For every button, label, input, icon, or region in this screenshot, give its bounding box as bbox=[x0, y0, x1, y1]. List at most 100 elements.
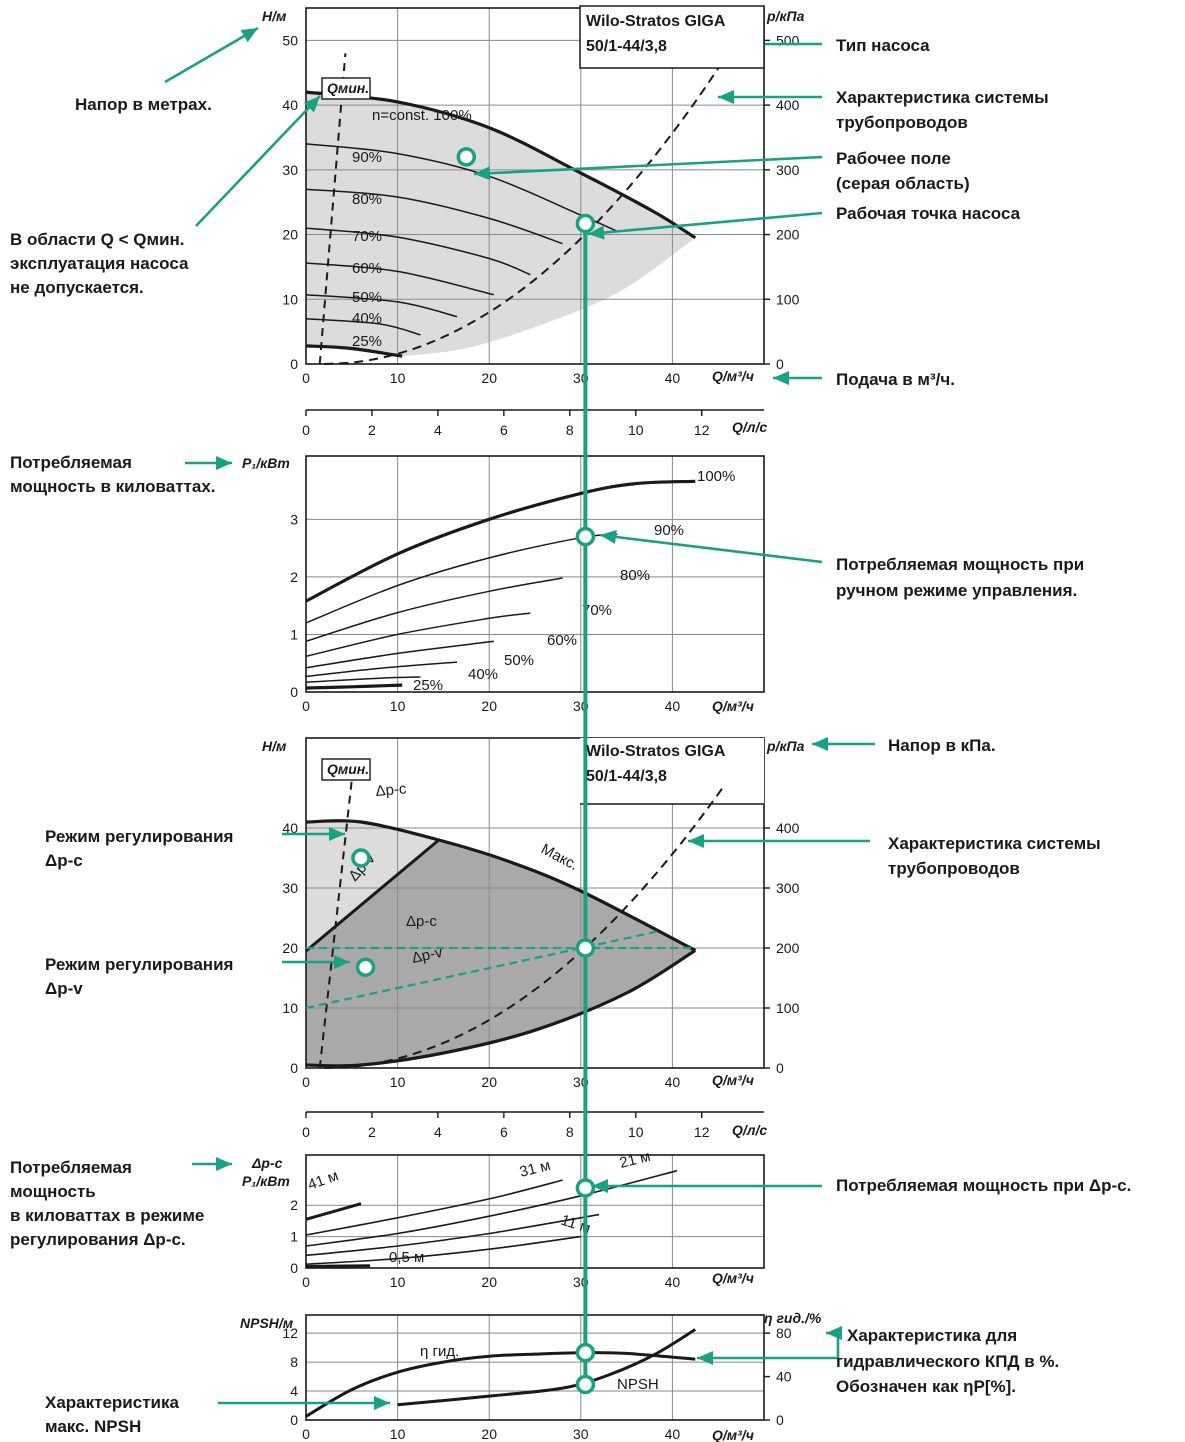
efficiency-curve bbox=[305, 1351, 696, 1418]
dpv-setpoint-line bbox=[305, 930, 659, 1010]
y-tick-label: 40 bbox=[282, 820, 298, 836]
arrow-head bbox=[773, 371, 789, 385]
dpc-power-curve-3 bbox=[305, 1169, 678, 1247]
arrow-shaft bbox=[473, 155, 823, 176]
speed-label-100pct: n=const. 100% bbox=[372, 107, 472, 124]
qmin-line-1 bbox=[318, 53, 347, 365]
arrow-sys-char-1 bbox=[718, 90, 822, 104]
x2-tick-label: 6 bbox=[500, 1124, 508, 1140]
x2-tick-label: 10 bbox=[628, 422, 644, 438]
y-tick-label: 50 bbox=[282, 32, 298, 48]
y-tick-label: 8 bbox=[290, 1354, 298, 1370]
ann-power-dpc-1: Потребляемая bbox=[10, 1158, 132, 1177]
dpc-mode-marker bbox=[351, 848, 371, 868]
x-tick-label: 0 bbox=[302, 370, 310, 386]
dpv-field-area bbox=[306, 840, 696, 1066]
x2-tick-label: 4 bbox=[434, 422, 442, 438]
y2-tick-label: 400 bbox=[776, 820, 800, 836]
ann-power-at-dpc: Потребляемая мощность при Δp-c. bbox=[836, 1176, 1131, 1195]
plot-frame bbox=[305, 7, 765, 365]
x-tick-label: 10 bbox=[390, 1426, 406, 1442]
qmin-box bbox=[321, 77, 371, 100]
ann-qmin-1: В области Q < Qмин. bbox=[10, 230, 185, 249]
work-point-marker-1 bbox=[575, 213, 596, 234]
x2-tick-label: 0 bbox=[302, 1124, 310, 1140]
y-tick-label: 20 bbox=[282, 227, 298, 243]
y2-tick-label: 100 bbox=[776, 1000, 800, 1016]
pump-type-line2-a: 50/1-44/3,8 bbox=[586, 38, 667, 55]
arrow-head bbox=[688, 834, 704, 848]
dpc-power-label-2: 31 м bbox=[518, 1157, 552, 1181]
dpv-boundary-line bbox=[305, 838, 440, 953]
power-label-90pct: 90% bbox=[654, 522, 684, 539]
y2-tick-label: 200 bbox=[776, 227, 800, 243]
max-curve bbox=[305, 819, 697, 952]
power-curve-90pct bbox=[305, 533, 618, 624]
speed-label-60pct: 60% bbox=[352, 260, 382, 277]
speed-curve-70pct bbox=[305, 227, 531, 276]
y-tick-label: 30 bbox=[282, 162, 298, 178]
work-point-marker-2 bbox=[575, 938, 596, 958]
y2-tick-label: 100 bbox=[776, 291, 800, 307]
x-tick-label: 10 bbox=[390, 698, 406, 714]
ann-qmin-3: не допускается. bbox=[10, 278, 144, 297]
p1-axis-label-2: P₁/кВт bbox=[242, 1173, 290, 1189]
speed-label-40pct: 40% bbox=[352, 310, 382, 327]
y-tick-label: 3 bbox=[290, 511, 298, 527]
y-tick-label: 0 bbox=[290, 1060, 298, 1076]
dpv-mode-marker bbox=[355, 957, 376, 977]
y-tick-label: 40 bbox=[282, 97, 298, 113]
x2-tick-label: 2 bbox=[368, 1124, 376, 1140]
power-curve-60pct bbox=[305, 640, 494, 669]
speed-label-25pct: 25% bbox=[352, 333, 382, 350]
p-kpa-axis-label-1: p/кПа bbox=[766, 8, 805, 24]
y2-tick-label: 0 bbox=[776, 1412, 784, 1428]
ann-eta-2: гидравлического КПД в %. bbox=[836, 1352, 1059, 1371]
speed-label-70pct: 70% bbox=[352, 228, 382, 245]
dpc-power-label-1: 41 м bbox=[306, 1167, 341, 1194]
working-field-marker bbox=[456, 147, 477, 167]
arrow-head bbox=[240, 28, 258, 43]
h-axis-label-1: Н/м bbox=[262, 8, 287, 24]
x-tick-label: 40 bbox=[665, 1074, 681, 1090]
power-curve-100pct bbox=[305, 479, 696, 603]
p-kpa-axis-label-2: p/кПа bbox=[766, 738, 805, 754]
ann-head-kpa: Напор в кПа. bbox=[888, 736, 996, 755]
y-tick-label: 0 bbox=[290, 1260, 298, 1276]
npsh-marker bbox=[575, 1374, 596, 1395]
x2-tick-label: 8 bbox=[566, 1124, 574, 1140]
x2-tick-label: 6 bbox=[500, 422, 508, 438]
y-tick-label: 10 bbox=[282, 1000, 298, 1016]
pump-type-box-2 bbox=[580, 738, 764, 804]
ann-mode-dpv-2: Δp-v bbox=[45, 979, 83, 998]
arrow-power-dpc bbox=[192, 1157, 232, 1171]
speed-label-50pct: 50% bbox=[352, 289, 382, 306]
power-label-100pct: 100% bbox=[697, 468, 735, 485]
power-label-80pct: 80% bbox=[620, 567, 650, 584]
speed-curve-40pct bbox=[305, 317, 421, 336]
label-dpc-top: Δp-c bbox=[375, 780, 408, 800]
x2-tick-label: 10 bbox=[628, 1124, 644, 1140]
arrow-head bbox=[474, 166, 491, 181]
power-label-40pct: 40% bbox=[468, 666, 498, 683]
arrow-head bbox=[812, 737, 828, 751]
arrow-head bbox=[216, 1157, 232, 1171]
y-tick-label: 1 bbox=[290, 626, 298, 642]
arrow-head bbox=[588, 225, 605, 240]
dpc-power-label-3: 21 м bbox=[618, 1148, 652, 1172]
x-tick-label: 40 bbox=[665, 698, 681, 714]
power-curve-80pct bbox=[305, 577, 563, 643]
x-tick-label: 0 bbox=[302, 1426, 310, 1442]
y-tick-label: 4 bbox=[290, 1383, 298, 1399]
plot-frame bbox=[305, 1154, 765, 1269]
dpc-power-label-5: 0,5 м bbox=[389, 1249, 424, 1266]
npsh-curve bbox=[397, 1328, 697, 1407]
ann-work-field-2: (серая область) bbox=[836, 174, 970, 193]
ann-sys-char-2b: трубопроводов bbox=[888, 859, 1020, 878]
pump-type-box-1 bbox=[579, 5, 765, 69]
arrow-head bbox=[592, 1179, 608, 1193]
y-tick-label: 0 bbox=[290, 684, 298, 700]
dpc-power-label-4: 11 м bbox=[559, 1212, 593, 1237]
x-tick-label: 10 bbox=[390, 370, 406, 386]
x-tick-label: 40 bbox=[665, 370, 681, 386]
